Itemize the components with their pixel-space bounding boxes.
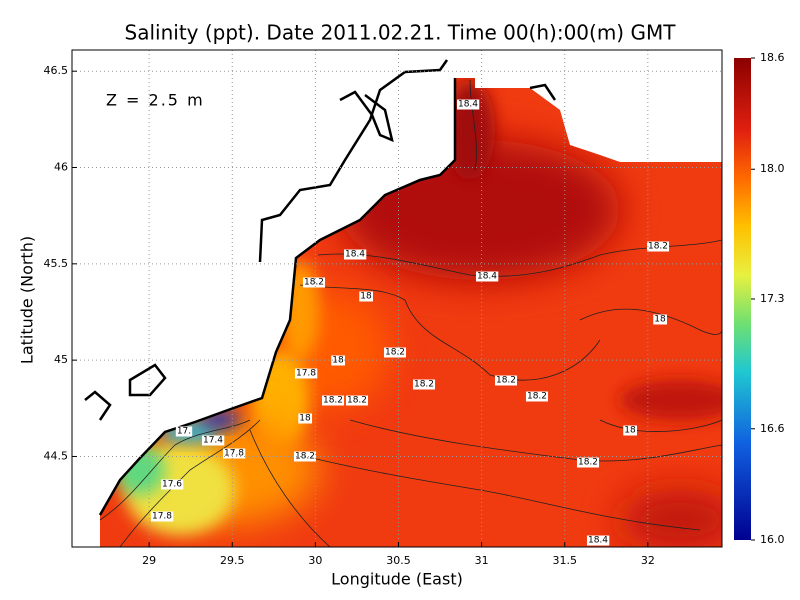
- x-tick-label: 31: [475, 554, 489, 567]
- contour-label: 17.8: [296, 369, 316, 379]
- x-tick-label: 29.5: [220, 554, 245, 567]
- contour-label: 17.: [177, 427, 191, 437]
- contour-label-bg: [298, 413, 312, 424]
- contour-label: 17.6: [162, 480, 182, 490]
- contour-label: 18: [299, 414, 311, 424]
- depth-annotation: Z = 2.5 m: [106, 91, 205, 110]
- y-tick-label: 45.5: [44, 257, 69, 270]
- plot-frame: [71, 49, 723, 548]
- contour-label-bg: [576, 457, 600, 468]
- contour-label-bg: [494, 375, 518, 386]
- colorbar-tick-label: 18.6: [760, 51, 785, 64]
- contour-label: 18.2: [648, 242, 668, 252]
- x-tick-label: 32: [641, 554, 655, 567]
- contour-label-bg: [383, 347, 407, 358]
- contour-label-bg: [586, 535, 610, 546]
- contour-label: 18.4: [588, 536, 608, 546]
- contour-label-bg: [525, 391, 549, 402]
- contour-label-bg: [321, 395, 345, 406]
- y-tick-label: 45: [54, 353, 68, 366]
- contour-label-bg: [456, 99, 480, 110]
- contour-label: 18.2: [323, 396, 343, 406]
- contour-label: 18: [654, 315, 666, 325]
- x-tick-label: 29: [142, 554, 156, 567]
- contour-label: 17.8: [224, 449, 244, 459]
- contour-label: 18.4: [345, 250, 365, 260]
- x-tick-label: 30: [308, 554, 322, 567]
- contour-label-bg: [412, 379, 436, 390]
- contour-label-bg: [359, 291, 373, 302]
- contour-label: 18.2: [496, 376, 516, 386]
- chart-title: Salinity (ppt). Date 2011.02.21. Time 00…: [125, 21, 677, 45]
- contour-label-bg: [222, 448, 246, 459]
- contour-label-bg: [302, 277, 326, 288]
- contour-label-layer: 18.4 18.4 18.4 18.2 18 18.2 18 18 18.2 17.8 18 18.2…: [150, 99, 670, 546]
- contour-label-bg: [345, 395, 369, 406]
- contour-label-bg: [653, 314, 667, 325]
- y-tick-label: 44.5: [44, 449, 69, 462]
- contour-label: 18.2: [414, 380, 434, 390]
- x-tick-label: 31.5: [552, 554, 577, 567]
- y-tick-label: 46: [54, 161, 68, 174]
- contour-label: 18.4: [477, 272, 497, 282]
- contour-label-bg: [623, 425, 637, 436]
- contour-label-bg: [201, 435, 225, 446]
- colorbar-tick-label: 16.0: [760, 533, 785, 546]
- y-tick-label: 46.5: [44, 64, 69, 77]
- contour-label: 18.4: [458, 100, 478, 110]
- contour-label-bg: [150, 511, 174, 522]
- contour-label-bg: [294, 368, 318, 379]
- contour-label: 17.4: [203, 436, 223, 446]
- colorbar-tick-label: 16.6: [760, 422, 785, 435]
- contour-label-bg: [343, 249, 367, 260]
- y-axis-label: Latitude (North): [18, 236, 37, 364]
- contour-label: 18: [360, 292, 372, 302]
- colorbar-tick-label: 17.3: [760, 292, 785, 305]
- colorbar-tick-label: 18.0: [760, 162, 785, 175]
- contour-label: 18.2: [578, 458, 598, 468]
- x-tick-label: 30.5: [386, 554, 411, 567]
- contour-label: 18: [624, 426, 636, 436]
- contour-label: 18.2: [304, 278, 324, 288]
- x-axis-label: Longitude (East): [331, 570, 463, 589]
- contour-label: 18: [332, 356, 344, 366]
- contour-label: 18.2: [347, 396, 367, 406]
- colorbar: [734, 58, 751, 540]
- contour-label: 18.2: [385, 348, 405, 358]
- contour-label: 17.8: [152, 512, 172, 522]
- contour-label-bg: [160, 479, 184, 490]
- contour-label: 18.2: [527, 392, 547, 402]
- contour-label-bg: [646, 241, 670, 252]
- contour-label-bg: [175, 426, 193, 437]
- contour-label-bg: [475, 271, 499, 282]
- contour-label-bg: [331, 355, 345, 366]
